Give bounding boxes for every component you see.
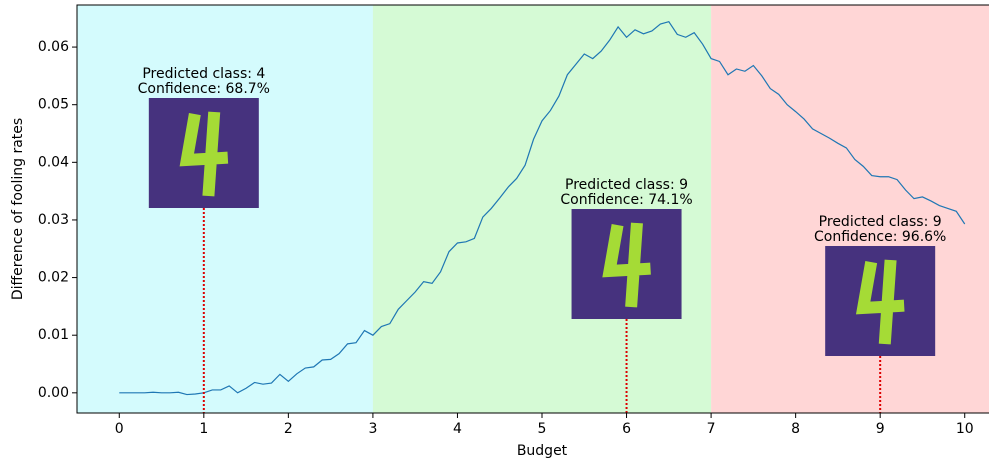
x-tick-label: 3 [368, 421, 377, 437]
x-tick-label: 4 [453, 421, 462, 437]
x-tick-label: 7 [707, 421, 716, 437]
x-tick-label: 2 [284, 421, 293, 437]
y-tick-label: 0.02 [38, 270, 69, 286]
x-axis-label: Budget [517, 443, 568, 459]
annotation-text: Predicted class: 9 [565, 177, 688, 193]
digit-stroke [855, 259, 905, 345]
y-tick-label: 0.00 [38, 385, 69, 401]
region [77, 5, 373, 413]
x-tick-label: 6 [622, 421, 631, 437]
digit-image [825, 246, 936, 356]
digit-image [148, 98, 259, 208]
annotation-text: Confidence: 68.7% [138, 81, 270, 97]
x-tick-label: 9 [876, 421, 885, 437]
y-tick-label: 0.05 [38, 97, 69, 113]
annotation-text: Predicted class: 4 [142, 66, 265, 82]
annotation-text: Confidence: 74.1% [560, 192, 692, 208]
x-tick-label: 1 [199, 421, 208, 437]
x-tick-label: 0 [115, 421, 124, 437]
x-tick-label: 8 [791, 421, 800, 437]
x-tick-label: 5 [538, 421, 547, 437]
digit-stroke [602, 222, 651, 308]
annotation-text: Confidence: 96.6% [814, 229, 946, 245]
annotation-text: Predicted class: 9 [819, 214, 942, 230]
y-axis-label: Difference of fooling rates [10, 118, 26, 300]
y-tick-label: 0.06 [38, 39, 69, 55]
x-tick-label: 10 [956, 421, 974, 437]
y-tick-label: 0.03 [38, 212, 69, 228]
y-tick-label: 0.04 [38, 154, 69, 170]
line [119, 21, 966, 396]
digit-image [571, 209, 682, 319]
y-tick-label: 0.01 [38, 327, 69, 343]
digit-stroke [179, 111, 229, 197]
